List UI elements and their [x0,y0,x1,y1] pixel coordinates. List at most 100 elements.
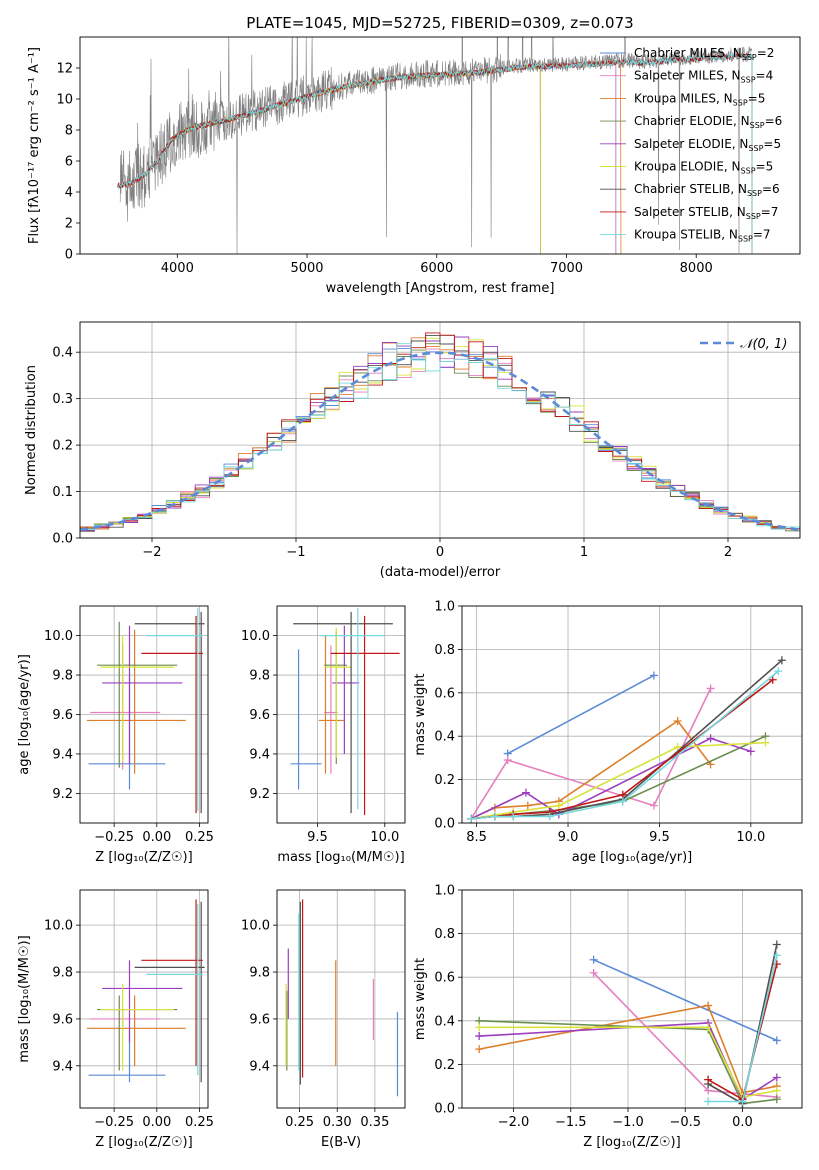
mass-weight-marker [772,1036,781,1045]
x-tick-label: 9.5 [649,830,670,845]
panel-age_vs_mass: 9.5 10.0 9.2 9.4 9.6 9.8 10.0 mass [log₁₀(M/M☉)… [241,605,406,865]
x-tick-label: −1.5 [555,1115,587,1130]
axes-frame [461,889,803,1109]
y-tick-label: 9.8 [249,966,270,981]
x-axis-label: wavelength [Angstrom, rest frame] [326,281,555,296]
y-tick-label: 9.6 [52,1012,73,1027]
panel-massweight_vs_age: 8.5 9.0 9.5 10.0 0.0 0.2 0.4 0.6 0.8 1.0 age [log₁… [413,600,803,865]
x-axis-label: mass [log₁₀(M/M☉)] [277,850,404,865]
legend-sub: SSP [750,121,765,130]
legend-sub: SSP [741,76,756,85]
x-axis-label: E(B-V) [321,1135,361,1150]
mass-weight-marker [475,1023,484,1032]
y-tick-label: 0.1 [52,485,73,500]
panel-residuals: −2 −1 0 1 2 0.0 0.1 0.2 0.3 0.4 (data-model)/error… [24,321,801,580]
y-tick-label: 9.6 [52,708,73,723]
mass-weight-marker [589,968,598,977]
legend-entry: Kroupa MILES, NSSP=5 [634,91,765,107]
mass-weight-line [470,719,712,820]
model-spectrum-line [117,59,617,254]
legend-sub: SSP [746,212,761,221]
mass-weight-marker [521,788,530,797]
mass-weight-marker [618,797,627,806]
x-tick-label: 2 [724,545,732,560]
plot-area [117,37,753,254]
legend-sub: SSP [742,53,757,62]
x-tick-label: 8000 [680,261,713,276]
y-tick-label: 0.4 [52,346,73,361]
y-tick-label: 9.8 [52,669,73,684]
legend-sub: SSP [738,235,753,244]
legend-entry: Kroupa STELIB, NSSP=7 [634,228,771,244]
axes-frame [79,605,209,824]
x-tick-label: 0.00 [142,1115,171,1130]
legend-sub: SSP [747,189,762,198]
legend-value: =7 [761,205,779,219]
mass-weight-marker [649,801,658,810]
x-tick-label: 0 [436,545,444,560]
x-tick-label: −1.0 [612,1115,644,1130]
legend-entry: 𝒩(0, 1) [740,337,787,352]
mass-weight-marker [772,1095,781,1104]
y-tick-label: 0.0 [52,532,73,547]
y-tick-label: 0.4 [434,730,455,745]
y-axis-label: mass [log₁₀(M/M☉)] [17,935,32,1062]
y-tick-label: 4 [65,186,73,201]
legend-entry: Chabrier STELIB, NSSP=6 [634,182,780,198]
x-tick-label: −1 [286,545,305,560]
x-tick-label: 6000 [420,261,453,276]
x-tick-label: −0.5 [669,1115,701,1130]
x-tick-label: 9.0 [558,830,579,845]
y-tick-label: 0.3 [52,392,73,407]
mass-weight-line [479,1026,777,1098]
mass-weight-marker [589,955,598,964]
y-tick-label: 0.0 [434,817,455,832]
model-spectrum-line [117,52,753,254]
x-tick-label: 10.0 [736,830,765,845]
mass-weight-marker [772,951,781,960]
mass-weight-line [507,674,655,755]
mass-weight-marker [746,747,755,756]
legend-entry: Salpeter ELODIE, NSSP=5 [634,137,781,153]
legend-label: Chabrier ELODIE, N [634,114,750,128]
model-spectrum-line [117,59,617,254]
y-tick-label: 9.2 [249,787,270,802]
y-tick-label: 10 [56,93,73,108]
mass-weight-marker [777,656,786,665]
legend-entry: Salpeter MILES, NSSP=4 [634,69,773,85]
x-tick-label: −0.25 [94,830,134,845]
x-axis-label: Z [log₁₀(Z/Z☉)] [95,850,192,865]
mass-weight-marker [673,743,682,752]
y-tick-label: 9.6 [249,708,270,723]
plot-area [475,940,781,1108]
x-tick-label: 0.25 [185,830,214,845]
plot-area [290,607,400,816]
x-tick-label: −2.0 [498,1115,530,1130]
legend-label: Salpeter STELIB, N [634,205,746,219]
legend-label: Chabrier MILES, N [634,46,742,60]
legend-value: =5 [763,137,781,151]
legend-value: =6 [762,182,780,196]
y-tick-label: 12 [56,62,73,77]
legend-label: Kroupa STELIB, N [634,228,738,242]
mass-weight-line [593,959,778,1042]
y-tick-label: 9.2 [52,787,73,802]
y-tick-label: 0.8 [434,643,455,658]
mass-weight-marker [772,940,781,949]
y-tick-label: 0 [65,248,73,263]
y-tick-label: 0.4 [434,1014,455,1029]
legend-entry: Chabrier MILES, NSSP=2 [634,46,774,62]
mass-weight-marker [738,1097,747,1106]
mass-weight-marker [475,1045,484,1054]
legend-value: =2 [757,46,775,60]
panel-ebv: 0.25 0.30 0.35 9.4 9.6 9.8 10.0 E(B-V) [241,889,406,1150]
mass-weight-marker [673,717,682,726]
x-tick-label: 0.30 [323,1115,352,1130]
histogram-series [80,335,800,531]
axes-frame [79,889,209,1109]
legend-label: Salpeter MILES, N [634,69,741,83]
histogram-series [80,343,800,531]
y-tick-label: 0.2 [434,773,455,788]
histogram-series [80,336,800,532]
mass-weight-marker [503,756,512,765]
